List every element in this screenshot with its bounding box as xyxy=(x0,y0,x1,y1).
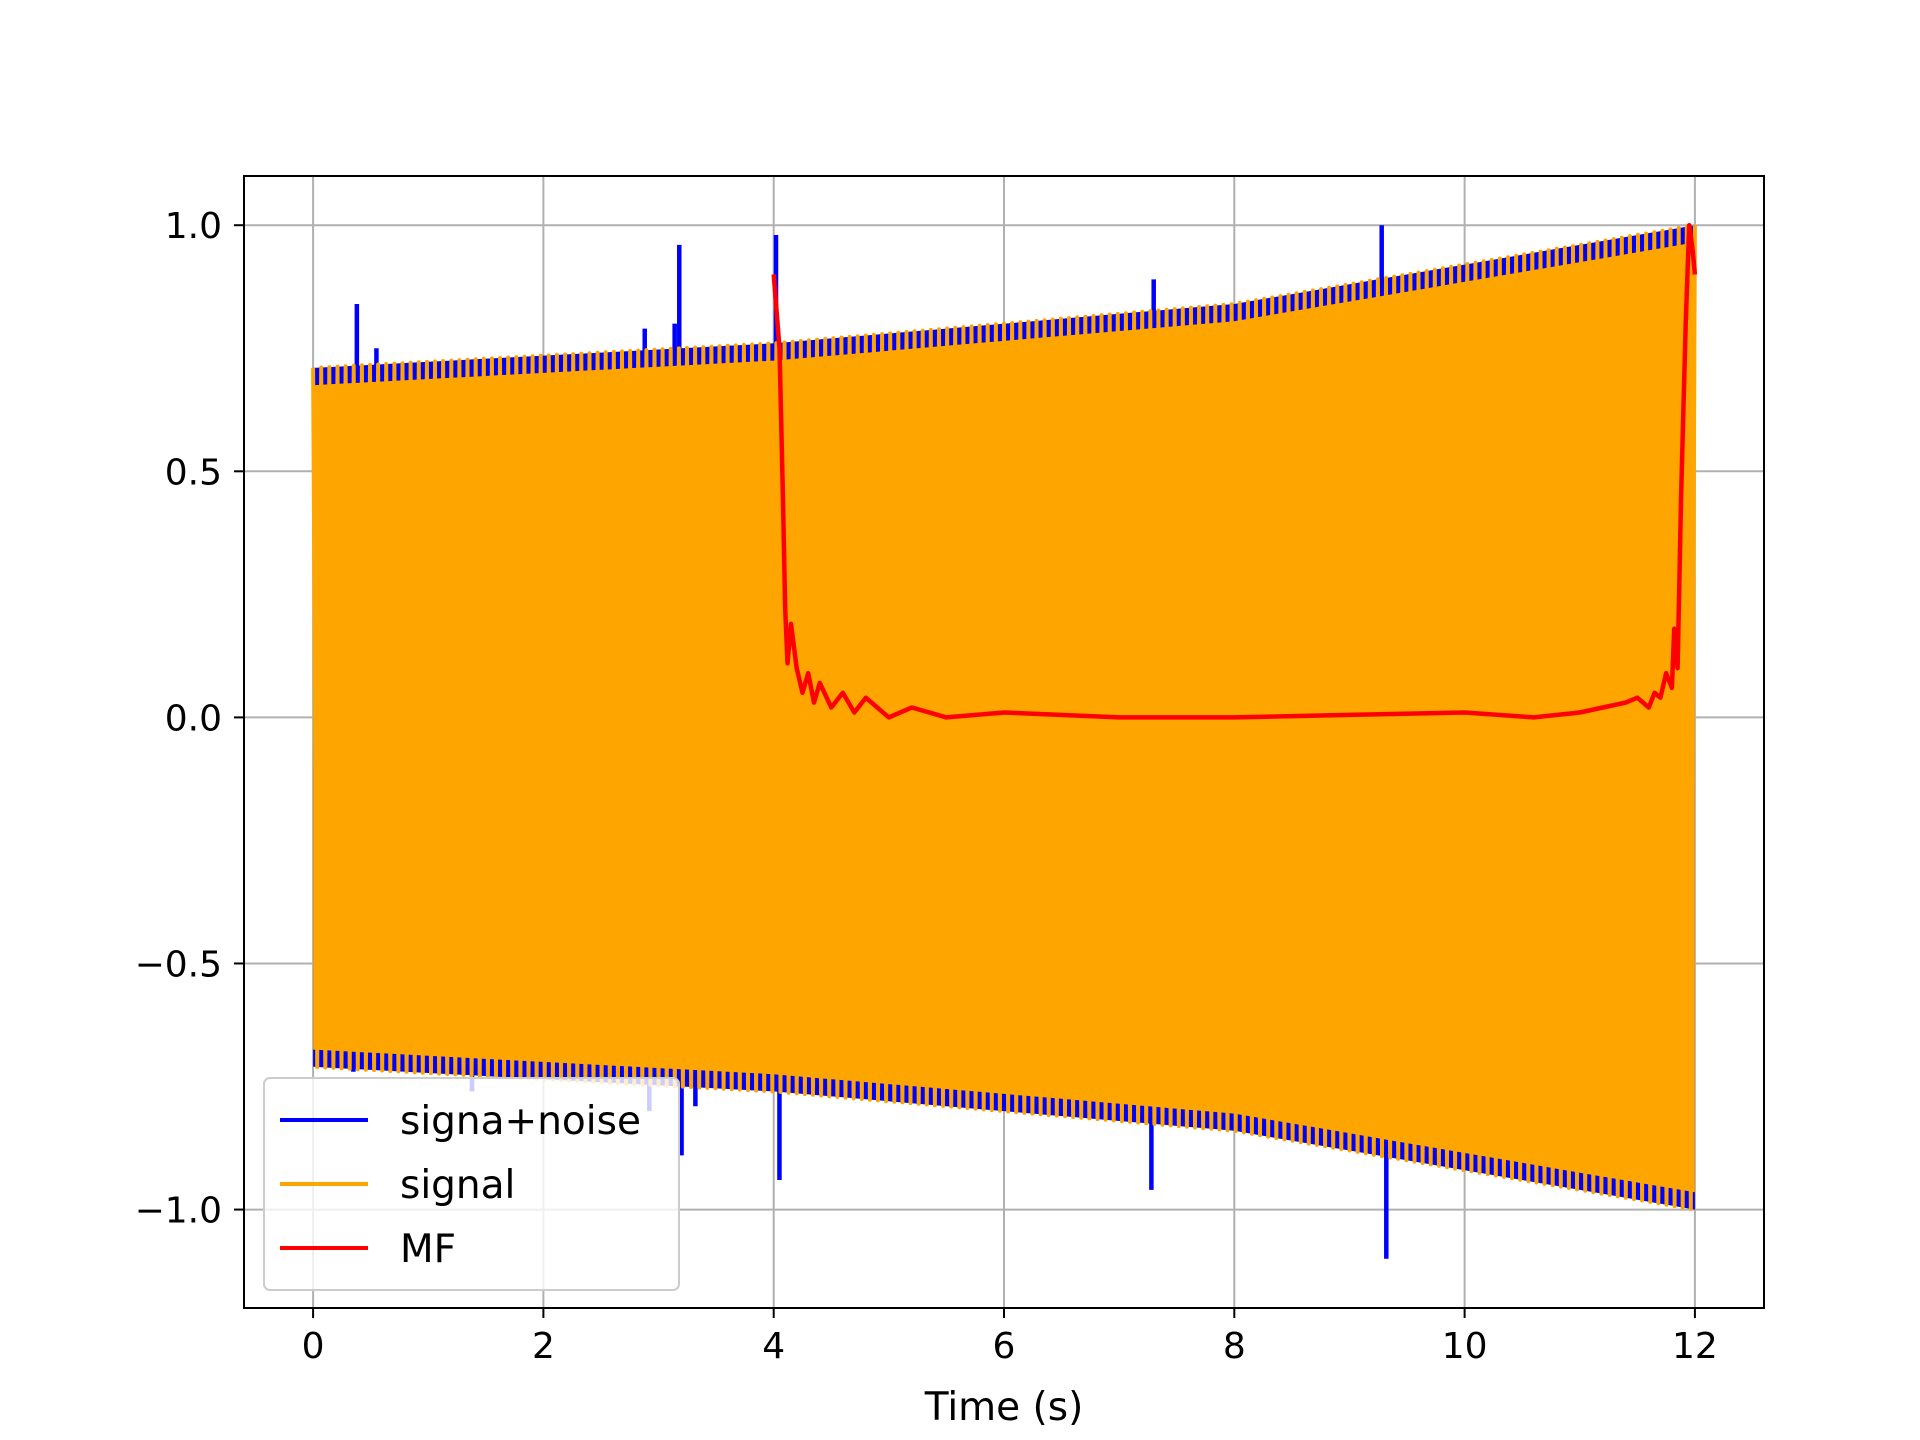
x-tick-label-3: 6 xyxy=(993,1326,1016,1367)
ticks: 0 2 4 6 8 10 12 −1.0 −0.5 0.0 0.5 1.0 xyxy=(135,206,1718,1367)
x-tick-label-4: 8 xyxy=(1223,1326,1246,1367)
legend-label-signa-noise: signa+noise xyxy=(400,1099,641,1144)
legend-label-mf: MF xyxy=(400,1227,456,1272)
plot-area xyxy=(311,222,1698,1259)
y-tick-label-4: 1.0 xyxy=(165,206,222,247)
signal-band xyxy=(313,242,1695,1193)
legend-label-signal: signal xyxy=(400,1163,515,1208)
legend-box xyxy=(263,1077,680,1291)
x-tick-label-5: 10 xyxy=(1442,1326,1488,1367)
x-tick-label-1: 2 xyxy=(532,1326,555,1367)
y-tick-label-1: −0.5 xyxy=(135,944,222,985)
legend: signa+noise signal MF xyxy=(263,1077,680,1291)
x-tick-label-0: 0 xyxy=(302,1326,325,1367)
y-tick-label-3: 0.5 xyxy=(165,452,222,493)
x-tick-label-6: 12 xyxy=(1672,1326,1718,1367)
y-tick-label-2: 0.0 xyxy=(165,698,222,739)
series-mf-line xyxy=(771,222,1698,720)
x-tick-label-2: 4 xyxy=(762,1326,785,1367)
series-signal xyxy=(311,224,1697,1211)
x-axis-label: Time (s) xyxy=(924,1385,1084,1430)
y-tick-label-0: −1.0 xyxy=(135,1191,222,1232)
